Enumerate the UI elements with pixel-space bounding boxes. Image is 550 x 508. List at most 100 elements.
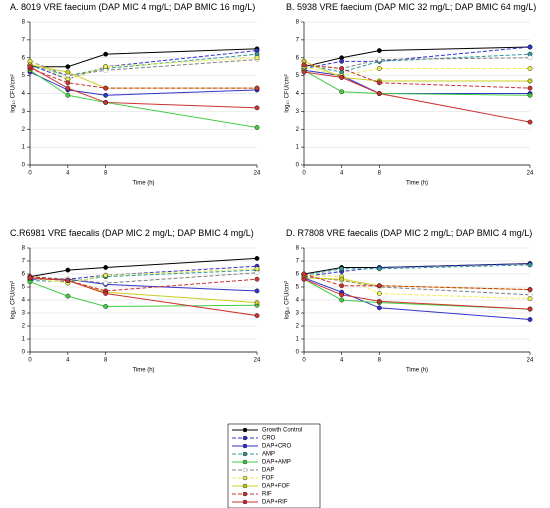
y-tick-label: 4 [22, 91, 26, 97]
data-point [339, 276, 345, 282]
data-point [103, 304, 109, 309]
data-point [254, 288, 260, 294]
y-tick-label: 7 [22, 37, 26, 43]
panel-title: A. 8019 VRE faecium (DAP MIC 4 mg/L; DAP… [10, 2, 256, 12]
y-tick-label: 5 [22, 73, 26, 79]
y-tick-label: 2 [296, 127, 300, 133]
x-axis-label: Time (h) [406, 181, 428, 187]
data-point [339, 283, 345, 289]
data-point [103, 100, 109, 105]
legend-label: DAP+FOF [262, 484, 290, 490]
data-point [254, 125, 260, 130]
series-line [29, 277, 258, 317]
panel-title: C.R6981 VRE faecalis (DAP MIC 2 mg/L; DA… [10, 228, 254, 238]
x-tick-label: 24 [527, 171, 534, 177]
y-tick-label: 6 [296, 272, 300, 278]
series-line [29, 276, 258, 292]
series-line [29, 265, 258, 280]
legend-label: CRO [262, 436, 276, 442]
data-point [527, 119, 533, 125]
data-point [65, 64, 71, 70]
series-line [303, 46, 531, 69]
data-point [254, 85, 260, 91]
series-line [303, 64, 531, 89]
y-tick-label: 2 [296, 324, 300, 330]
y-tick-label: 0 [296, 350, 300, 356]
data-point [527, 92, 533, 98]
data-point [254, 255, 260, 261]
series-line [29, 57, 258, 80]
x-tick-label: 4 [340, 171, 344, 177]
legend-label: FOF [262, 476, 274, 482]
series-line [303, 277, 531, 291]
y-tick-label: 1 [22, 145, 26, 151]
data-point [254, 266, 260, 272]
data-point [376, 305, 382, 311]
series-line [303, 273, 531, 291]
y-tick-label: 7 [296, 259, 300, 265]
series-line [30, 48, 258, 68]
x-tick-label: 0 [28, 171, 32, 177]
y-tick-label: 3 [22, 311, 26, 317]
data-point [527, 66, 533, 71]
data-point [376, 291, 382, 296]
series-line [303, 263, 531, 275]
legend-marker [242, 483, 248, 489]
series-line [303, 60, 530, 82]
y-tick-label: 0 [296, 163, 300, 169]
y-tick-label: 4 [296, 298, 300, 304]
legend-label: DAP [262, 468, 274, 474]
legend-marker [242, 427, 248, 433]
y-axis-label: log₁₀ CFU/cm² [285, 74, 291, 112]
y-tick-label: 6 [22, 55, 26, 61]
series-line [303, 69, 530, 94]
series-line [29, 268, 258, 284]
y-tick-label: 8 [296, 246, 300, 252]
legend-label: AMP [262, 452, 275, 458]
y-tick-label: 7 [296, 37, 300, 43]
data-point [376, 57, 382, 62]
data-point [254, 55, 260, 61]
data-point [65, 69, 71, 75]
series-line [29, 257, 258, 278]
data-point [527, 306, 533, 312]
data-point [339, 75, 345, 80]
series-line [29, 68, 257, 89]
data-point [339, 297, 345, 303]
x-tick-label: 4 [340, 358, 344, 364]
data-point [254, 105, 260, 111]
data-point [254, 313, 260, 318]
legend-label: DAP+RIF [262, 500, 288, 506]
x-tick-label: 4 [66, 358, 70, 364]
data-point [527, 44, 533, 50]
data-point [27, 275, 33, 281]
x-axis-label: Time (h) [406, 368, 428, 374]
series-line [29, 66, 258, 109]
panel-title: B. 5938 VRE faecium (DAP MIC 32 mg/L; DA… [286, 2, 537, 12]
series-line [303, 278, 531, 310]
legend-marker [242, 491, 248, 497]
legend-label: RIF [262, 492, 272, 498]
series-line [303, 69, 531, 96]
y-tick-label: 5 [296, 73, 300, 79]
series-line [29, 71, 258, 96]
x-tick-label: 24 [527, 358, 534, 364]
data-point [376, 283, 382, 289]
data-point [65, 293, 71, 299]
data-point [103, 64, 109, 70]
series-line [303, 274, 531, 300]
series-line [29, 53, 258, 77]
legend-marker [242, 443, 248, 449]
x-tick-label: 24 [254, 358, 261, 364]
data-point [254, 276, 260, 282]
series-line [303, 46, 531, 68]
x-tick-label: 8 [378, 171, 382, 177]
x-tick-label: 8 [104, 358, 108, 364]
series-line [303, 53, 531, 73]
y-tick-label: 2 [22, 324, 26, 330]
data-point [527, 262, 533, 268]
legend-label: Growth Control [262, 428, 302, 434]
series-line [30, 278, 258, 292]
data-point [339, 58, 345, 64]
